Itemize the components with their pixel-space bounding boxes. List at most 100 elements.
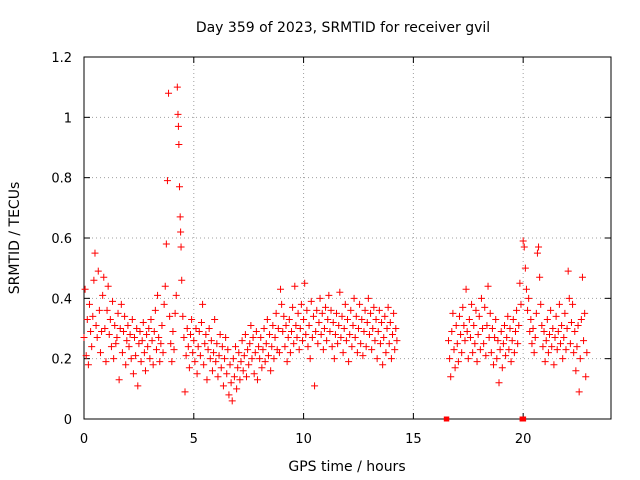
data-point (230, 373, 238, 381)
data-point (376, 340, 384, 348)
data-point (172, 291, 180, 299)
data-point (326, 328, 334, 336)
data-point (128, 315, 136, 323)
data-point (465, 315, 473, 323)
data-point (334, 340, 342, 348)
data-point (151, 306, 159, 314)
data-point (554, 328, 562, 336)
data-point (460, 321, 468, 329)
data-point (263, 315, 271, 323)
data-point (291, 282, 299, 290)
data-point (466, 334, 474, 342)
data-point (103, 306, 111, 314)
data-point (307, 297, 315, 305)
data-point (283, 358, 291, 366)
data-point (120, 328, 128, 336)
data-point (117, 300, 125, 308)
grid (84, 57, 611, 419)
data-point (530, 349, 538, 357)
data-point (328, 343, 336, 351)
data-point (516, 279, 524, 287)
plot-frame (83, 56, 612, 420)
data-point (248, 355, 256, 363)
data-point (454, 358, 462, 366)
data-point (325, 291, 333, 299)
data-point (83, 315, 91, 323)
data-point (351, 334, 359, 342)
data-point (475, 312, 483, 320)
data-point (168, 358, 176, 366)
data-point (479, 325, 487, 332)
data-point (182, 352, 190, 360)
data-point (214, 373, 222, 381)
data-point (513, 306, 521, 314)
data-point (387, 355, 395, 363)
data-point (330, 355, 338, 363)
data-point (213, 340, 221, 348)
data-point (354, 325, 362, 332)
data-point (253, 376, 261, 384)
data-point (270, 355, 278, 363)
data-point (179, 312, 187, 320)
data-points (80, 83, 591, 422)
data-point (450, 346, 458, 354)
data-point (96, 349, 104, 357)
data-point (501, 321, 509, 329)
data-point (463, 328, 471, 336)
data-point (297, 300, 305, 308)
data-point (580, 337, 588, 345)
data-point (233, 385, 241, 393)
data-point (183, 325, 191, 332)
data-point (152, 346, 160, 354)
data-point (114, 309, 122, 317)
data-point (528, 340, 536, 348)
data-point (246, 340, 254, 348)
data-point (577, 315, 585, 323)
data-point (85, 300, 93, 308)
data-point (559, 355, 567, 363)
data-point (158, 321, 166, 329)
data-point (101, 325, 109, 332)
data-point (260, 325, 268, 332)
data-point (342, 337, 350, 345)
data-point (341, 300, 349, 308)
data-point (290, 340, 298, 348)
data-point (470, 321, 478, 329)
data-point (573, 343, 581, 351)
data-point (373, 355, 381, 363)
data-point (137, 358, 145, 366)
data-point (293, 334, 301, 342)
data-point (476, 346, 484, 354)
data-point (350, 294, 358, 302)
data-point (271, 334, 279, 342)
data-point (320, 325, 328, 332)
data-point (298, 337, 306, 345)
data-point (210, 349, 218, 357)
data-point (121, 312, 129, 320)
data-point (371, 337, 379, 345)
data-point (181, 388, 189, 396)
data-point (82, 352, 90, 360)
data-point (90, 276, 98, 284)
data-point (540, 328, 548, 336)
data-point (180, 334, 188, 342)
data-point (176, 213, 184, 221)
data-point (369, 325, 377, 332)
data-point (533, 249, 541, 257)
data-point (177, 228, 185, 236)
data-point (556, 340, 564, 348)
data-point (340, 325, 348, 332)
data-point (304, 343, 312, 351)
data-point (161, 282, 169, 290)
data-point (353, 349, 361, 357)
data-point (300, 315, 308, 323)
data-point (104, 282, 112, 290)
data-point (319, 346, 327, 354)
data-point (147, 315, 155, 323)
data-point (226, 361, 234, 369)
data-point (575, 388, 583, 396)
x-tick-label: 20 (515, 432, 532, 447)
data-point (257, 334, 265, 342)
data-point (367, 309, 375, 317)
data-point (245, 361, 253, 369)
